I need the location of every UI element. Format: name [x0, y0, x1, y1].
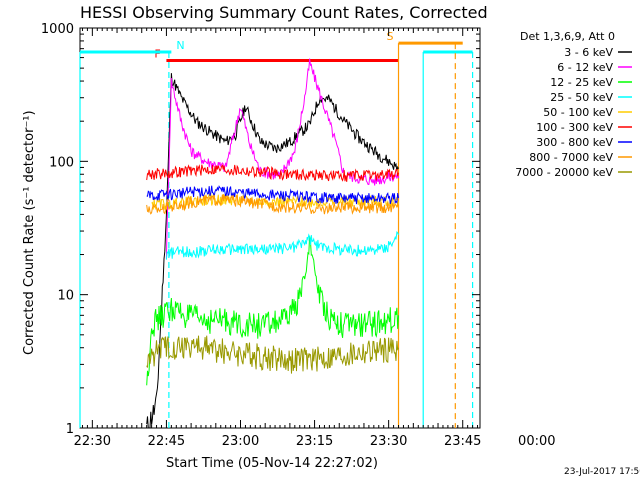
legend-label: 25 - 50 keV — [550, 91, 613, 104]
series-line — [146, 194, 399, 215]
x-tick-label: 00:00 — [518, 434, 555, 449]
x-tick-label: 22:30 — [74, 434, 111, 449]
legend: Det 1,3,6,9, Att 0 3 - 6 keV 6 - 12 keV 12… — [515, 30, 632, 179]
x-tick-label: 23:45 — [444, 434, 481, 449]
y-axis: 1 10 100 1000 — [41, 22, 480, 437]
legend-label: 50 - 100 keV — [543, 106, 613, 119]
legend-title: Det 1,3,6,9, Att 0 — [520, 30, 615, 43]
legend-label: 6 - 12 keV — [557, 61, 613, 74]
series-line — [146, 164, 399, 182]
timestamp: 23-Jul-2017 17:50 — [564, 467, 640, 477]
plot-area: F N S — [79, 27, 481, 429]
x-tick-label: 23:00 — [222, 434, 259, 449]
y-tick-label: 1 — [66, 422, 74, 437]
plot-frame — [79, 27, 481, 429]
flag-label: N — [176, 39, 184, 52]
flag-label: S — [387, 30, 394, 43]
flag-label: F — [154, 48, 160, 61]
series-line — [165, 58, 399, 260]
legend-label: 800 - 7000 keV — [529, 151, 613, 164]
legend-label: 12 - 25 keV — [550, 76, 613, 89]
x-axis: 22:30 22:45 23:00 23:15 23:30 23:45 00:00 — [74, 28, 556, 449]
x-tick-label: 23:15 — [296, 434, 333, 449]
flag-bar: S — [387, 30, 463, 45]
legend-label: 100 - 300 keV — [536, 121, 613, 134]
series-line — [146, 73, 399, 429]
y-axis-label: Corrected Count Rate (s⁻¹ detector⁻¹) — [22, 110, 37, 355]
series-line — [146, 335, 399, 374]
series-line — [146, 185, 399, 205]
x-tick-label: 23:30 — [370, 434, 407, 449]
y-tick-label: 1000 — [41, 22, 74, 37]
flag-bar: F — [154, 48, 399, 63]
chart-title: HESSI Observing Summary Count Rates, Cor… — [80, 3, 488, 22]
series-line — [165, 231, 399, 260]
flag-bar: N — [80, 39, 185, 54]
legend-label: 7000 - 20000 keV — [515, 166, 613, 179]
x-axis-label: Start Time (05-Nov-14 22:27:02) — [166, 456, 378, 471]
series-line — [146, 236, 399, 386]
legend-label: 300 - 800 keV — [536, 136, 613, 149]
legend-label: 3 - 6 keV — [564, 46, 613, 59]
x-tick-label: 22:45 — [148, 434, 185, 449]
y-tick-label: 10 — [57, 289, 74, 304]
y-tick-label: 100 — [49, 155, 74, 170]
